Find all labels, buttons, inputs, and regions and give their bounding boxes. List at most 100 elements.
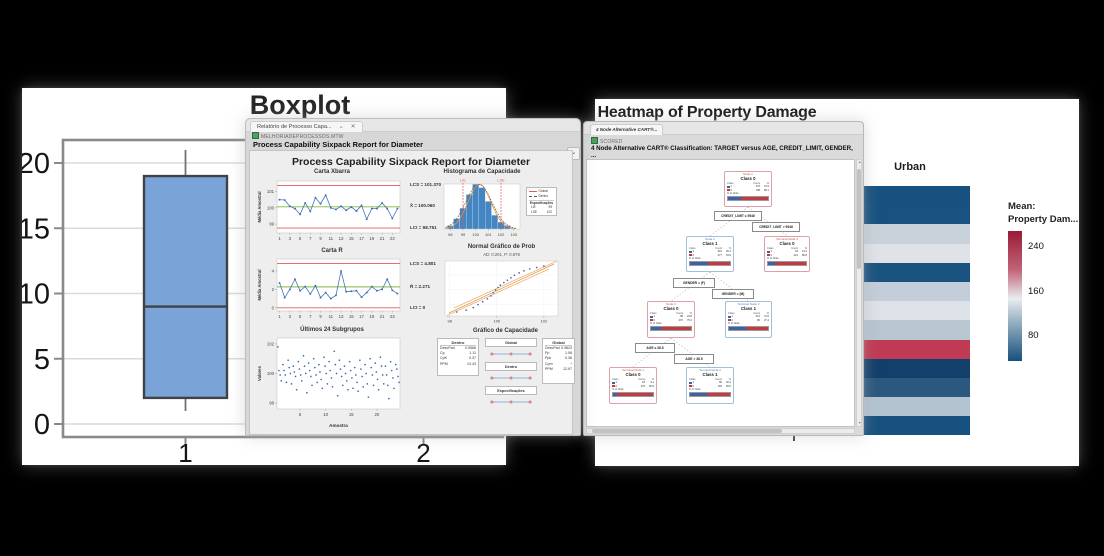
global-stats-box: Global DesvPad 0.9823 Pp 1.08 Ppk 0.36 Cpm * PPM… [542, 338, 575, 384]
heatmap-title: Heatmap of Property Damage [597, 104, 817, 121]
svg-text:Média Amostral: Média Amostral [257, 191, 262, 222]
svg-text:3: 3 [289, 314, 292, 319]
interval-label-global: Global [485, 338, 537, 347]
node-header: Terminal Node 4 [776, 237, 798, 241]
node-header: Terminal Node 3 [737, 302, 760, 306]
svg-text:100: 100 [267, 371, 275, 376]
dentro-stats-box: Dentro DesvPad 0.9566 Cp 1.11 CpK 0.37 PPM 13.4… [437, 338, 479, 376]
svg-text:1: 1 [278, 314, 281, 319]
capability-tab[interactable]: Relatório de Processo Capa... ⌄ ✕ [250, 121, 363, 132]
svg-text:11: 11 [329, 236, 334, 241]
svg-text:21: 21 [380, 236, 385, 241]
cart-worksheet-row[interactable]: SCORED [591, 137, 623, 145]
probplot-subtitle: AD: 0.201, P: 0.878 [483, 252, 520, 257]
worksheet-name: MELHORIADEPROCESSOS.MTW [261, 134, 344, 140]
tree-node-root[interactable]: Node 1 Class 0 Class Count% 1 374 31.9 0 798 68.1… [724, 171, 772, 207]
capability-plot-title: Gráfico de Capacidade [472, 328, 539, 334]
node-class-bar [689, 391, 731, 398]
capability-worksheet-row[interactable]: MELHORIADEPROCESSOS.MTW [252, 132, 344, 140]
global-line-swatch [529, 190, 537, 192]
split-rule-2: GENDER = (F) [673, 278, 715, 288]
svg-text:7: 7 [309, 236, 312, 241]
node-percent-row: % of Node [728, 322, 740, 326]
probplot-title: Normal Gráfico de Prob [467, 244, 536, 250]
spec-lse-label: LSE [531, 209, 538, 214]
node-class-label: Class 0 [779, 241, 795, 247]
svg-text:4: 4 [272, 268, 275, 273]
tree-node-tn3[interactable]: Terminal Node 3 Class 1 Class Count% 1 212 72.… [725, 301, 772, 338]
scroll-up-icon[interactable]: ▲ [858, 160, 862, 164]
legend-global-label: Global [538, 189, 548, 193]
svg-text:LSE: LSE [497, 179, 505, 183]
node-table-header: Class Count% [650, 312, 692, 316]
node-table-header: Class Count% [728, 312, 769, 316]
node-percent-row: % of Node [767, 257, 779, 261]
heatmap-cell [850, 377, 970, 398]
dentro-stats-title: Dentro [440, 340, 476, 346]
heatmap-cell [850, 301, 970, 321]
node-table-row: 0 798 68.1 [727, 189, 769, 192]
split-rule-5: AGE > 38.5 [674, 354, 714, 364]
cart-tab[interactable]: 4 Node Alternative CART®... [590, 124, 664, 135]
legend-dentro-label: Dentro [538, 193, 549, 198]
node-header: Node 1 [743, 172, 753, 176]
capability-tab-label: Relatório de Processo Capa... [257, 124, 332, 130]
svg-text:98: 98 [448, 232, 452, 237]
node-table-row: 0 297 75.2 [650, 319, 692, 322]
svg-text:99: 99 [461, 232, 465, 237]
split-rule-0: CREDIT_LIMIT ≤ 9546 [714, 211, 762, 221]
node-class-label: Class 0 [625, 372, 641, 378]
svg-text:102: 102 [267, 341, 275, 346]
svg-text:23: 23 [390, 236, 395, 241]
svg-text:13: 13 [339, 236, 344, 241]
cart-tab-bar[interactable]: 4 Node Alternative CART®... [584, 122, 863, 135]
heatmap-cell [850, 243, 970, 263]
vertical-scroll-thumb[interactable] [857, 169, 861, 269]
svg-text:LIE: LIE [460, 179, 466, 183]
node-table-row: 0 118 59.6 [689, 385, 731, 388]
vertical-scrollbar[interactable]: ▲ ▼ [856, 159, 862, 427]
node-table-row: 1 212 72.6 [728, 315, 769, 318]
svg-text:10: 10 [22, 279, 50, 311]
svg-text:15: 15 [349, 314, 354, 319]
heatmap-cell [850, 339, 970, 359]
svg-text:17: 17 [359, 236, 364, 241]
histogram-title: Histograma de Capacidade [443, 169, 521, 175]
tree-node-tn2[interactable]: Terminal Node 2 Class 1 Class Count% 1 80 40.4… [686, 367, 734, 404]
svg-text:17: 17 [359, 314, 364, 319]
node-table-row: 0 421 86.8 [767, 254, 807, 257]
node-class-bar [727, 195, 769, 202]
svg-text:98: 98 [269, 401, 274, 406]
tree-node-tn1[interactable]: Terminal Node 1 Class 0 Class Count% 1 18 9.1 0… [609, 367, 657, 404]
svg-text:21: 21 [380, 314, 385, 319]
heatmap-cell [850, 281, 970, 302]
svg-text:20: 20 [22, 148, 50, 180]
node-table-header: Class Count% [727, 182, 769, 186]
node-percent-row: % of Node [689, 388, 701, 392]
interval-label-spec: Especificações [485, 386, 537, 395]
svg-text:100: 100 [494, 319, 501, 324]
capability-window: Relatório de Processo Capa... ⌄ ✕ MELHOR… [245, 118, 581, 436]
svg-text:Média Amostral: Média Amostral [257, 269, 262, 300]
svg-text:19: 19 [369, 314, 374, 319]
tab-close-icon[interactable]: ✕ [350, 124, 356, 130]
capability-tab-bar[interactable]: Relatório de Processo Capa... ⌄ ✕ [246, 119, 580, 132]
legend-tick-label: 80 [1028, 330, 1039, 341]
svg-text:5: 5 [34, 344, 50, 376]
svg-text:102: 102 [498, 232, 505, 237]
scroll-down-icon[interactable]: ▼ [858, 420, 862, 425]
tree-node-tn4[interactable]: Terminal Node 4 Class 0 Class Count% 1 64 13.2… [764, 236, 810, 272]
tab-collapse-icon[interactable]: ⌄ [338, 124, 344, 130]
node-class-bar [612, 391, 654, 398]
tree-node-n3[interactable]: Node 3 Class 0 Class Count% 1 98 24.8 0 297 75.2%… [647, 301, 695, 338]
interval-label-dentro: Dentro [485, 362, 537, 371]
horizontal-scrollbar[interactable] [586, 428, 855, 434]
global-stats-rows: DesvPad 0.9823 Pp 1.08 Ppk 0.36 Cpm * PPM 12.97 [545, 346, 572, 371]
heatmap-legend-subtitle: Property Dam... [1008, 214, 1079, 225]
heatmap-cell [850, 224, 970, 244]
heatmap-axis-tick [793, 435, 795, 441]
tree-node-n2[interactable]: Node 2 Class 1 Class Count% 1 310 45.1 0 377 54.9… [686, 236, 734, 272]
horizontal-scroll-thumb[interactable] [592, 429, 782, 433]
